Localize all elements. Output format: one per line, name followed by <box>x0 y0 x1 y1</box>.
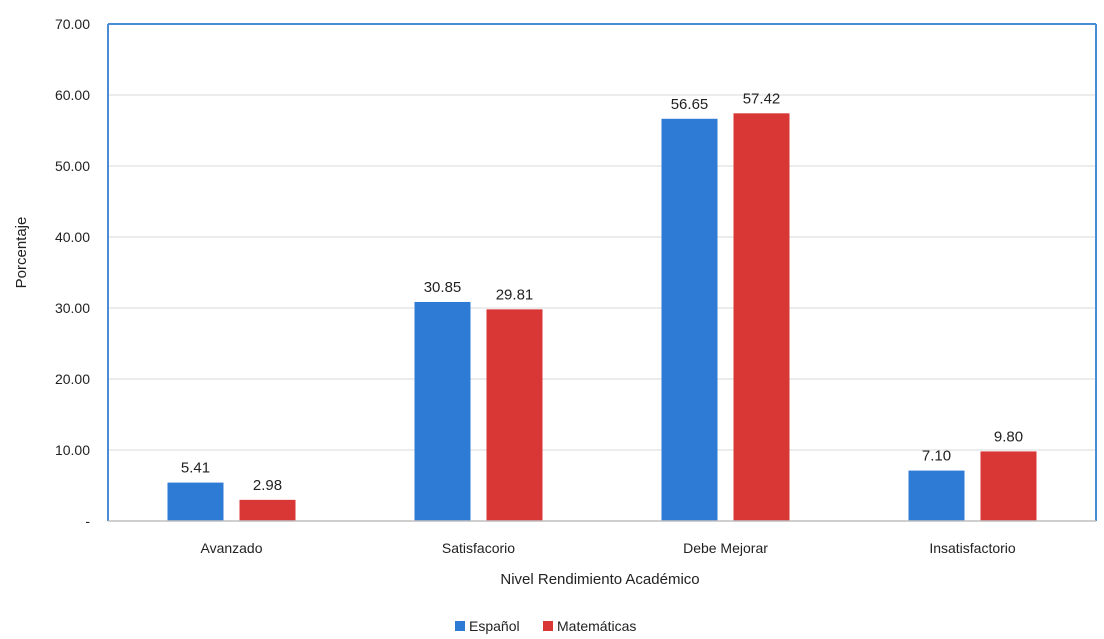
x-tick-label: Debe Mejorar <box>683 540 768 556</box>
bar <box>908 470 965 521</box>
legend-label: Español <box>469 618 520 634</box>
data-label: 7.10 <box>922 448 951 465</box>
data-label: 30.85 <box>424 279 462 296</box>
labels-group: - 10.00 20.00 30.00 40.00 50.00 60.00 70.00 5.41… <box>13 16 1023 588</box>
y-tick-label: 10.00 <box>55 442 90 458</box>
bar <box>486 309 543 521</box>
bar <box>239 499 296 521</box>
bar <box>167 482 224 521</box>
y-tick-label: 50.00 <box>55 158 90 174</box>
data-label: 2.98 <box>253 477 282 494</box>
legend-swatch <box>455 621 465 631</box>
bar <box>980 451 1037 521</box>
y-tick-label: 20.00 <box>55 371 90 387</box>
bars-group <box>167 113 1037 522</box>
x-axis-title: Nivel Rendimiento Académico <box>500 571 699 588</box>
axes-group <box>107 23 1097 522</box>
data-label: 29.81 <box>496 286 534 303</box>
data-label: 57.42 <box>743 90 781 107</box>
y-tick-label: - <box>85 513 90 529</box>
bar <box>414 301 471 521</box>
y-tick-label: 70.00 <box>55 16 90 32</box>
data-label: 9.80 <box>994 428 1023 445</box>
gridlines <box>108 94 1096 451</box>
bar <box>733 113 790 522</box>
y-tick-label: 60.00 <box>55 87 90 103</box>
y-tick-label: 30.00 <box>55 300 90 316</box>
legend-swatch <box>543 621 553 631</box>
legend-label: Matemáticas <box>557 618 636 634</box>
y-tick-label: 40.00 <box>55 229 90 245</box>
x-tick-label: Insatisfactorio <box>929 540 1016 556</box>
x-tick-label: Satisfacorio <box>442 540 515 556</box>
y-axis-title: Porcentaje <box>13 217 30 289</box>
data-label: 56.65 <box>671 96 709 113</box>
data-label: 5.41 <box>181 460 210 477</box>
legend: Español Matemáticas <box>455 618 636 634</box>
bar <box>661 118 718 521</box>
x-tick-label: Avanzado <box>200 540 262 556</box>
